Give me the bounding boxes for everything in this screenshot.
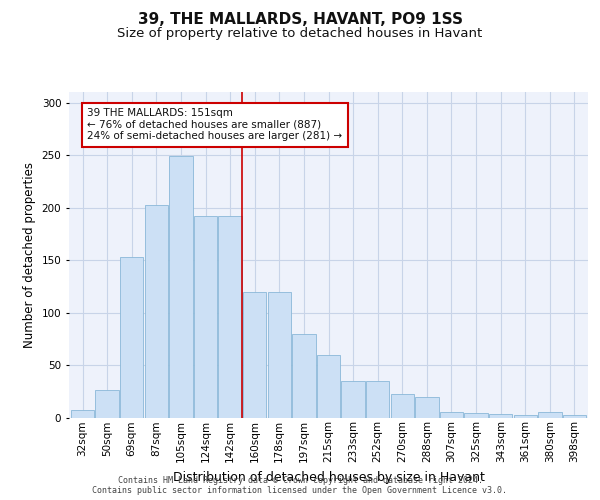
Bar bbox=[464, 414, 488, 418]
Bar bbox=[514, 416, 537, 418]
Bar bbox=[145, 204, 168, 418]
Text: Contains HM Land Registry data © Crown copyright and database right 2024.
Contai: Contains HM Land Registry data © Crown c… bbox=[92, 476, 508, 495]
Bar bbox=[120, 257, 143, 418]
Y-axis label: Number of detached properties: Number of detached properties bbox=[23, 162, 36, 348]
Bar bbox=[440, 412, 463, 418]
Bar bbox=[243, 292, 266, 418]
Bar bbox=[317, 354, 340, 418]
Bar bbox=[169, 156, 193, 418]
Bar bbox=[415, 396, 439, 417]
Bar bbox=[563, 416, 586, 418]
Bar bbox=[391, 394, 414, 417]
Bar bbox=[194, 216, 217, 418]
Bar bbox=[218, 216, 242, 418]
Bar bbox=[489, 414, 512, 418]
Bar bbox=[366, 381, 389, 418]
Bar bbox=[538, 412, 562, 418]
Bar bbox=[341, 381, 365, 418]
Text: 39 THE MALLARDS: 151sqm
← 76% of detached houses are smaller (887)
24% of semi-d: 39 THE MALLARDS: 151sqm ← 76% of detache… bbox=[88, 108, 343, 142]
Text: 39, THE MALLARDS, HAVANT, PO9 1SS: 39, THE MALLARDS, HAVANT, PO9 1SS bbox=[137, 12, 463, 28]
Bar bbox=[95, 390, 119, 417]
Bar bbox=[268, 292, 291, 418]
Bar bbox=[71, 410, 94, 418]
Bar bbox=[292, 334, 316, 417]
Text: Size of property relative to detached houses in Havant: Size of property relative to detached ho… bbox=[118, 28, 482, 40]
X-axis label: Distribution of detached houses by size in Havant: Distribution of detached houses by size … bbox=[173, 470, 484, 484]
